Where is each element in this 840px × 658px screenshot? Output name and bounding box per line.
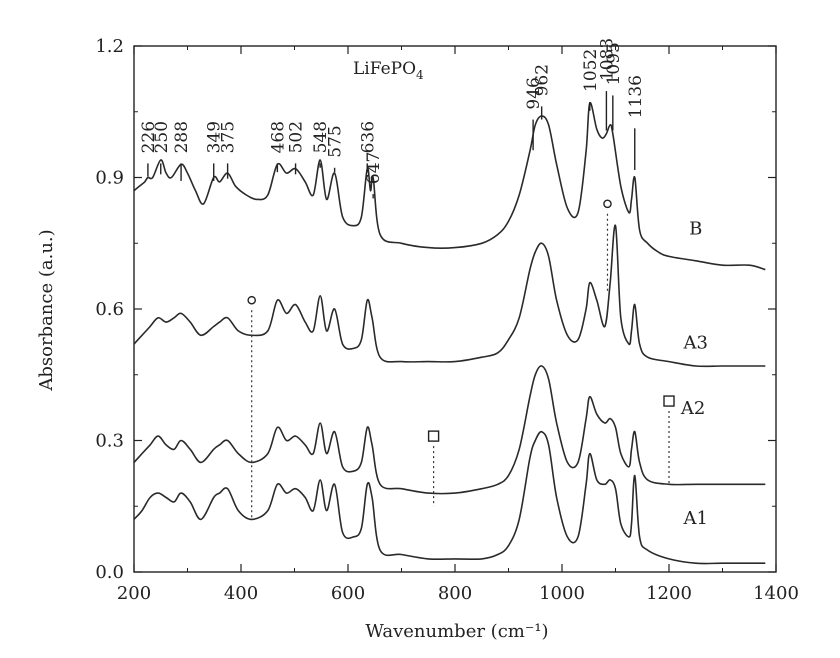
y-tick-label: 0.0 [95,562,124,583]
x-tick-label: 200 [117,583,151,604]
series-label-b: B [689,218,702,239]
y-tick-label: 1.2 [95,36,124,57]
circle-marker [603,199,612,209]
spectrum-line-b [133,102,766,271]
peak-label-962: 962 [533,64,553,96]
x-tick-label: 1200 [646,583,692,604]
square-marker [427,430,440,442]
x-tick-label: 800 [438,583,472,604]
peak-label-636: 636 [358,121,378,153]
series-label-a2: A2 [680,398,705,419]
circle-marker [247,295,256,305]
y-tick-label: 0.3 [95,431,124,452]
peak-label-288: 288 [172,121,192,153]
peak-label-226: 226 [139,121,159,153]
peak-label-1136: 1136 [626,75,646,118]
spectra-lines [133,102,766,565]
peak-label-375: 375 [219,121,239,153]
peak-label-1083: 1083 [597,38,617,81]
y-tick-label: 0.6 [95,299,124,320]
compound-base: LiFePO [353,59,416,79]
peak-label-250: 250 [152,121,172,153]
x-tick-label: 1000 [539,583,585,604]
peak-label-502: 502 [287,121,307,153]
spectrum-line-a2 [133,365,766,495]
spectrum-line-a3 [133,224,766,368]
y-axis-label: Absorbance (a.u.) [36,229,57,391]
peak-label-946: 946 [524,77,544,109]
peak-label-468: 468 [268,121,288,153]
x-axis-label: Wavenumber (cm⁻¹) [365,621,548,642]
compound-annotation: LiFePO4 [353,59,424,82]
x-tick-label: 400 [224,583,258,604]
x-tick-label: 600 [331,583,365,604]
series-label-a1: A1 [683,508,708,529]
compound-subscript: 4 [416,68,424,82]
series-labels: B A3 A2 A1 [680,218,708,528]
impurity-markers [247,199,675,520]
peak-label-1052: 1052 [581,49,601,92]
square-marker [663,395,675,407]
series-label-a3: A3 [683,332,708,353]
x-tick-label: 1400 [753,583,799,604]
y-tick-label: 0.9 [95,168,124,189]
peak-label-548: 548 [311,121,331,153]
peak-label-1095: 1095 [604,42,624,85]
peak-label-647: 647 [364,152,384,184]
spectrum-line-a1 [133,430,766,565]
peak-label-575: 575 [326,125,346,157]
axis-ticks: 200 400 600 800 1000 1200 1400 0.0 0.3 0.6 0.9 1.2 [95,36,799,604]
peak-label-349: 349 [205,121,225,153]
